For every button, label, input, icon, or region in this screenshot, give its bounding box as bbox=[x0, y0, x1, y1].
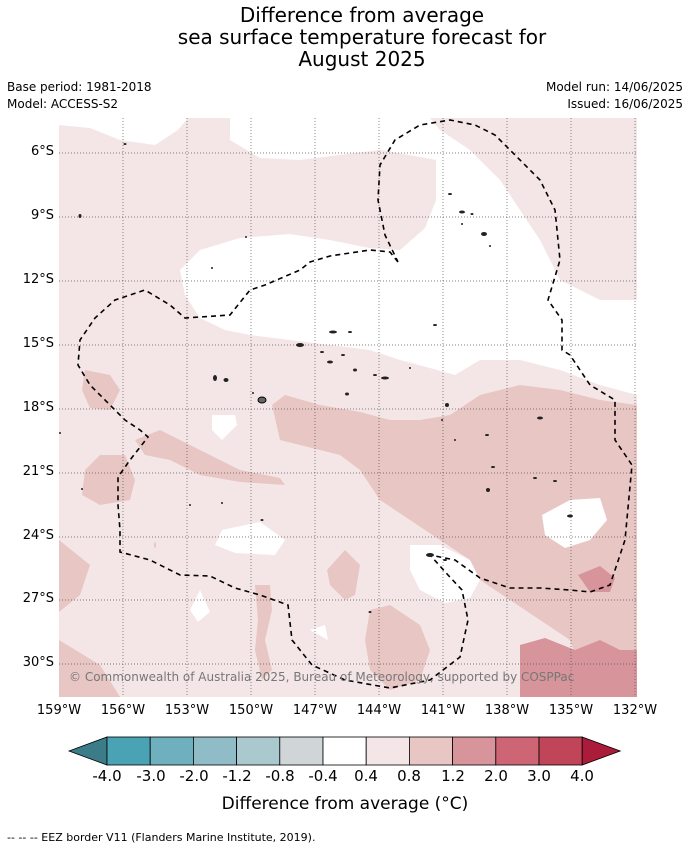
colorbar-label: 0.4 bbox=[354, 767, 378, 785]
colorbar-label: -3.0 bbox=[136, 767, 166, 785]
anomaly-field-medium bbox=[365, 605, 430, 690]
base-period: Base period: 1981-2018 bbox=[7, 80, 152, 94]
anomaly-field-white bbox=[190, 590, 210, 622]
issued-date: Issued: 16/06/2025 bbox=[567, 97, 683, 111]
metadata-right: Model run: 14/06/2025 Issued: 16/06/2025 bbox=[546, 79, 683, 113]
lon-label-141w: 141°W bbox=[420, 703, 466, 718]
anomaly-field-medium bbox=[59, 640, 120, 697]
lon-label-147w: 147°W bbox=[292, 703, 338, 718]
anomaly-field-medium bbox=[82, 455, 135, 505]
lon-label-156w: 156°W bbox=[100, 703, 146, 718]
lat-label-18s: 18°S bbox=[22, 400, 54, 415]
colorbar-extend-high bbox=[581, 736, 622, 766]
anomaly-field-medium bbox=[135, 430, 285, 485]
lon-label-138w: 138°W bbox=[484, 703, 530, 718]
anomaly-field-medium bbox=[59, 540, 90, 612]
model-name: Model: ACCESS-S2 bbox=[7, 97, 119, 111]
lon-label-135w: 135°W bbox=[548, 703, 594, 718]
lat-label-24s: 24°S bbox=[22, 528, 54, 543]
eez-border bbox=[77, 119, 633, 689]
colorbar-bin bbox=[408, 736, 453, 766]
anomaly-field-medium bbox=[82, 370, 120, 410]
title-line-3: August 2025 bbox=[298, 47, 426, 71]
map-gridlines bbox=[59, 118, 637, 697]
colorbar bbox=[67, 736, 622, 766]
colorbar-label: 3.0 bbox=[527, 767, 551, 785]
anomaly-field-medium bbox=[327, 550, 360, 600]
colorbar-bin bbox=[365, 736, 410, 766]
lon-label-144w: 144°W bbox=[356, 703, 402, 718]
lon-label-153w: 153°W bbox=[164, 703, 210, 718]
colorbar-title: Difference from average (°C) bbox=[221, 794, 469, 814]
anomaly-field-white bbox=[215, 522, 285, 555]
colorbar-extend-low bbox=[67, 736, 108, 766]
title-line-1: Difference from average bbox=[239, 3, 485, 27]
anomaly-field-white bbox=[310, 625, 328, 640]
colorbar-bin bbox=[322, 736, 367, 766]
lon-label-159w: 159°W bbox=[36, 703, 82, 718]
colorbar-label: 0.8 bbox=[397, 767, 421, 785]
colorbar-bin bbox=[236, 736, 281, 766]
colorbar-bin bbox=[106, 736, 151, 766]
lat-label-30s: 30°S bbox=[22, 655, 54, 670]
anomaly-field-white bbox=[410, 545, 480, 603]
colorbar-bin bbox=[279, 736, 324, 766]
lat-label-27s: 27°S bbox=[22, 591, 54, 606]
copyright-text: © Commonwealth of Australia 2025, Bureau… bbox=[69, 670, 574, 684]
lat-label-9s: 9°S bbox=[30, 208, 54, 223]
lat-label-21s: 21°S bbox=[22, 464, 54, 479]
anomaly-field-light bbox=[430, 118, 637, 300]
colorbar-label: 1.2 bbox=[441, 767, 465, 785]
anomaly-field-white bbox=[212, 415, 237, 440]
colorbar-bin bbox=[192, 736, 237, 766]
anomaly-map: © Commonwealth of Australia 2025, Bureau… bbox=[59, 118, 637, 697]
colorbar-bin bbox=[149, 736, 194, 766]
colorbar-label: -4.0 bbox=[92, 767, 122, 785]
chart-title: Difference from average sea surface temp… bbox=[0, 4, 690, 70]
lat-label-15s: 15°S bbox=[22, 336, 54, 351]
lon-label-132w: 132°W bbox=[612, 703, 658, 718]
colorbar-label: -0.8 bbox=[265, 767, 295, 785]
eez-footnote: -- -- -- EEZ border V11 (Flanders Marine… bbox=[7, 831, 316, 844]
anomaly-field-strong bbox=[520, 638, 637, 697]
lat-label-12s: 12°S bbox=[22, 272, 54, 287]
lon-label-150w: 150°W bbox=[228, 703, 274, 718]
colorbar-label: -1.2 bbox=[222, 767, 252, 785]
metadata-left: Base period: 1981-2018 Model: ACCESS-S2 bbox=[7, 79, 152, 113]
anomaly-field-medium bbox=[272, 385, 637, 697]
colorbar-label: -2.0 bbox=[179, 767, 209, 785]
anomaly-field-white bbox=[542, 498, 607, 548]
colorbar-label: -0.4 bbox=[308, 767, 338, 785]
colorbar-label: 4.0 bbox=[570, 767, 594, 785]
colorbar-label: 2.0 bbox=[484, 767, 508, 785]
colorbar-bin bbox=[495, 736, 540, 766]
colorbar-bin bbox=[452, 736, 497, 766]
anomaly-field-white bbox=[59, 118, 188, 145]
model-run: Model run: 14/06/2025 bbox=[545, 80, 683, 94]
islands bbox=[59, 143, 573, 613]
title-line-2: sea surface temperature forecast for bbox=[177, 25, 547, 49]
anomaly-field-strong bbox=[578, 566, 615, 592]
lat-label-6s: 6°S bbox=[30, 144, 54, 159]
anomaly-field-light bbox=[240, 150, 436, 250]
colorbar-bin bbox=[538, 736, 583, 766]
anomaly-field-medium bbox=[255, 585, 272, 680]
